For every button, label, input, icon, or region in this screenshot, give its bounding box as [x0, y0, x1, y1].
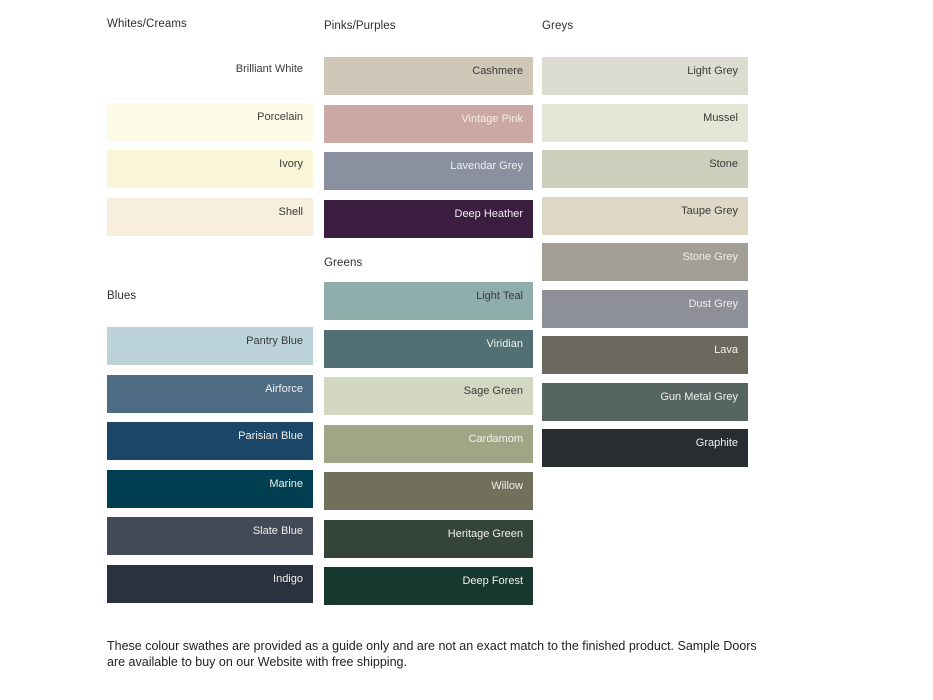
swatch-label: Viridian: [486, 337, 524, 350]
swatch-label: Brilliant White: [235, 63, 303, 75]
swatch-marine: Marine: [107, 469, 313, 508]
swatch-label: Light Teal: [476, 290, 523, 302]
swatch-label: Indigo: [273, 572, 303, 585]
swatch-label: Deep Heather: [454, 207, 524, 220]
swatch-label: Light Grey: [687, 65, 738, 77]
swatch-label: Lavendar Grey: [450, 160, 523, 172]
column-greys: Greys Light Grey Mussel Stone Taupe Grey Ston…: [542, 0, 748, 700]
swatch-airforce: Airforce: [107, 374, 313, 413]
swatch-group-blues: Pantry Blue Airforce Parisian Blue Marine Sl…: [107, 327, 313, 603]
swatch-label: Lava: [714, 344, 738, 356]
swatch-label: Airforce: [265, 382, 303, 395]
swatch-pantry-blue: Pantry Blue: [107, 327, 313, 365]
swatch-label: Heritage Green: [447, 527, 523, 540]
category-label-whites-creams: Whites/Creams: [107, 18, 187, 30]
swatch-label: Cardamom: [468, 432, 523, 445]
swatch-label: Porcelain: [257, 110, 303, 123]
swatch-label: Ivory: [279, 158, 303, 170]
swatch-label: Pantry Blue: [246, 335, 303, 347]
swatch-label: Slate Blue: [252, 525, 303, 537]
category-label-blues: Blues: [107, 290, 137, 302]
swatch-slate-blue: Slate Blue: [107, 517, 313, 555]
swatch-shell: Shell: [107, 197, 313, 236]
category-label-greens: Greens: [324, 257, 363, 269]
swatch-dust-grey: Dust Grey: [542, 289, 748, 328]
swatch-sage-green: Sage Green: [324, 377, 533, 415]
swatch-brilliant-white: Brilliant White: [107, 55, 313, 93]
swatch-label: Sage Green: [463, 385, 523, 397]
swatch-deep-forest: Deep Forest: [324, 567, 533, 605]
swatch-mussel: Mussel: [542, 103, 748, 142]
swatch-deep-heather: Deep Heather: [324, 199, 533, 238]
swatch-gun-metal-grey: Gun Metal Grey: [542, 382, 748, 421]
category-label-pinks-purples: Pinks/Purples: [324, 20, 396, 32]
swatch-light-grey: Light Grey: [542, 57, 748, 95]
swatch-group-greys: Light Grey Mussel Stone Taupe Grey Stone Gre…: [542, 57, 748, 467]
swatch-group-greens: Light Teal Viridian Sage Green Cardamom Will…: [324, 282, 533, 605]
column-pinks-greens: Pinks/Purples Cashmere Vintage Pink Lavenda…: [324, 0, 533, 700]
swatch-lava: Lava: [542, 336, 748, 374]
swatch-porcelain: Porcelain: [107, 102, 313, 141]
swatch-label: Marine: [269, 477, 303, 490]
swatch-indigo: Indigo: [107, 564, 313, 603]
swatch-group-pinks-purples: Cashmere Vintage Pink Lavendar Grey Deep He…: [324, 57, 533, 238]
swatch-taupe-grey: Taupe Grey: [542, 196, 748, 235]
swatch-stone: Stone: [542, 150, 748, 188]
swatch-label: Deep Forest: [462, 575, 523, 587]
swatch-label: Taupe Grey: [681, 204, 738, 217]
swatch-cardamom: Cardamom: [324, 424, 533, 463]
column-whites-blues: Whites/Creams Brilliant White Porcelain Ivo…: [107, 0, 313, 700]
swatch-label: Shell: [278, 205, 303, 218]
swatch-vintage-pink: Vintage Pink: [324, 104, 533, 143]
swatch-stone-grey: Stone Grey: [542, 243, 748, 281]
swatch-light-teal: Light Teal: [324, 282, 533, 320]
swatch-group-whites-creams: Brilliant White Porcelain Ivory Shell: [107, 55, 313, 236]
swatch-label: Gun Metal Grey: [660, 390, 738, 403]
swatch-willow: Willow: [324, 472, 533, 510]
swatch-label: Mussel: [703, 111, 738, 124]
swatch-label: Cashmere: [472, 65, 523, 77]
swatch-lavendar-grey: Lavendar Grey: [324, 152, 533, 190]
swatch-parisian-blue: Parisian Blue: [107, 422, 313, 460]
swatch-graphite: Graphite: [542, 429, 748, 467]
swatch-label: Graphite: [695, 437, 738, 449]
swatch-ivory: Ivory: [107, 150, 313, 188]
category-label-greys: Greys: [542, 20, 574, 32]
swatch-label: Vintage Pink: [461, 112, 523, 125]
swatch-label: Dust Grey: [688, 297, 738, 310]
swatch-label: Parisian Blue: [238, 430, 303, 442]
swatch-label: Stone Grey: [682, 251, 738, 263]
swatch-label: Stone: [709, 158, 738, 170]
footer-disclaimer-text: These colour swathes are provided as a g…: [107, 639, 757, 669]
swatch-heritage-green: Heritage Green: [324, 519, 533, 558]
swatch-viridian: Viridian: [324, 329, 533, 368]
swatch-cashmere: Cashmere: [324, 57, 533, 95]
swatch-label: Willow: [491, 480, 523, 492]
